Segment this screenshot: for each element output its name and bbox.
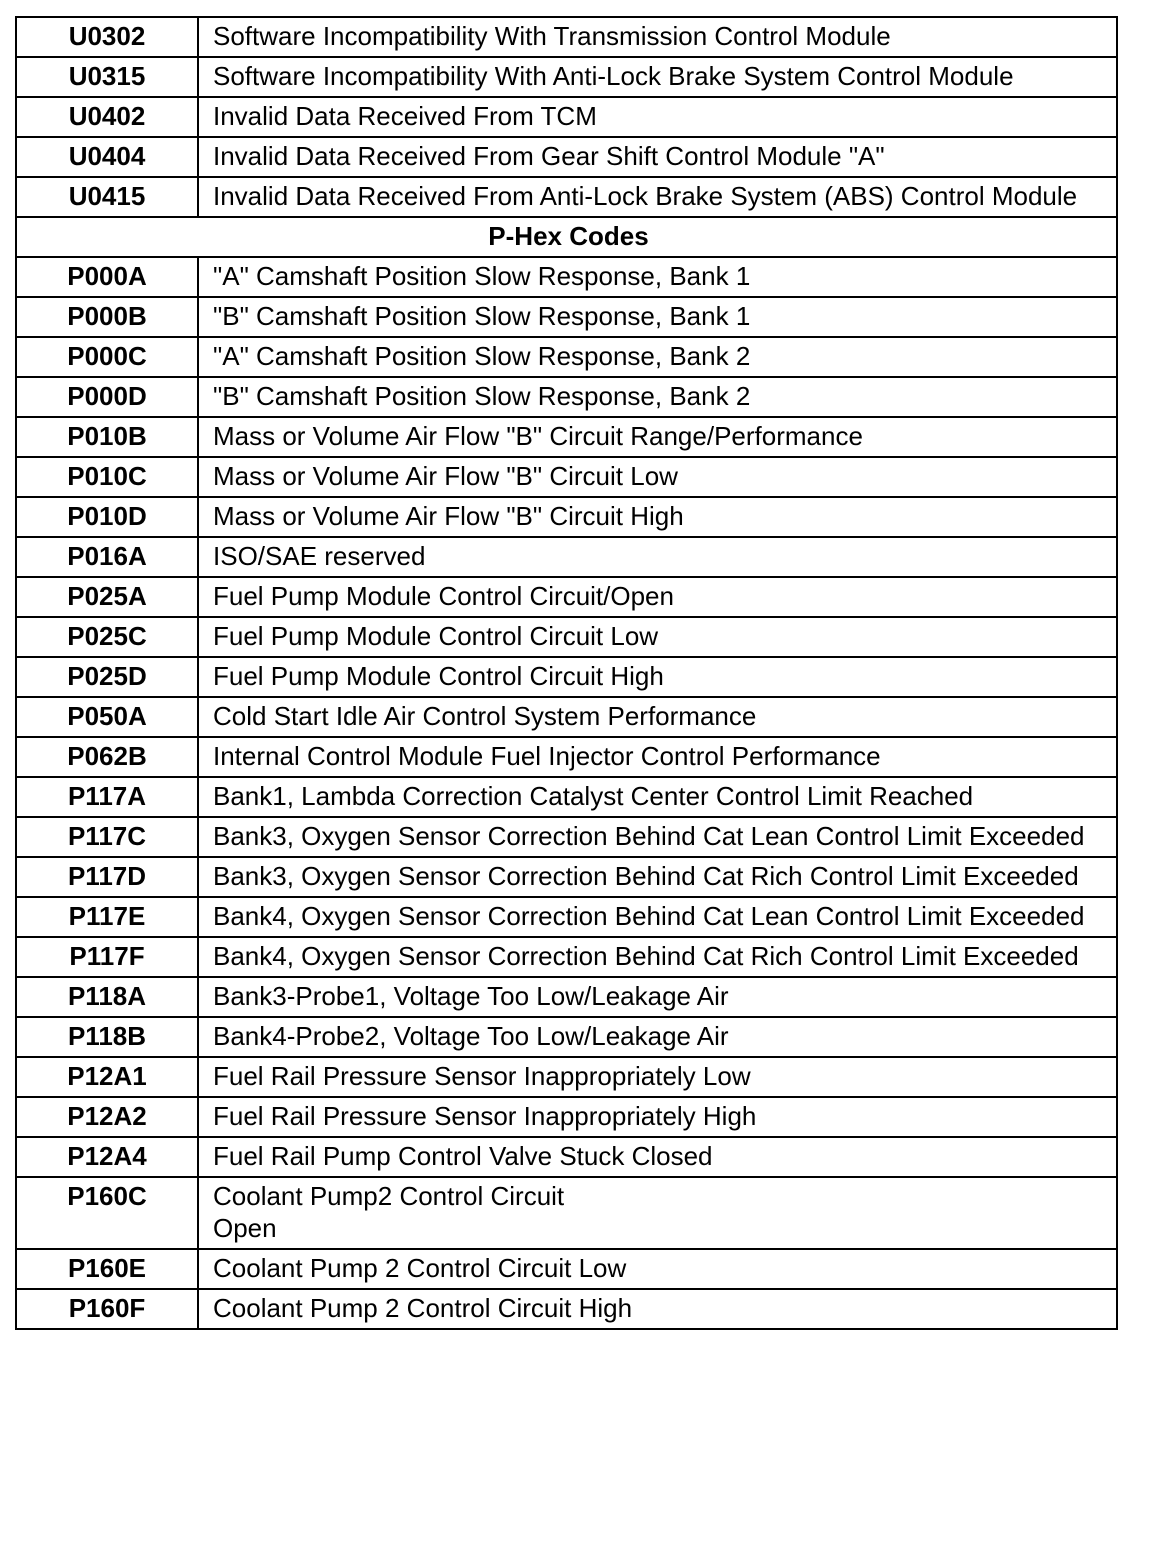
dtc-description: Fuel Pump Module Control Circuit High [197, 656, 1118, 698]
table-row: P118B Bank4-Probe2, Voltage Too Low/Leaka… [15, 1016, 1118, 1058]
dtc-code: P160F [15, 1288, 199, 1330]
dtc-description: Invalid Data Received From TCM [197, 96, 1118, 138]
table-row: P062B Internal Control Module Fuel Inject… [15, 736, 1118, 778]
table-row: P12A4 Fuel Rail Pump Control Valve Stuck … [15, 1136, 1118, 1178]
dtc-description: Bank1, Lambda Correction Catalyst Center… [197, 776, 1118, 818]
table-row: P025C Fuel Pump Module Control Circuit Lo… [15, 616, 1118, 658]
table-row: P12A2 Fuel Rail Pressure Sensor Inappropr… [15, 1096, 1118, 1138]
dtc-code: P12A4 [15, 1136, 199, 1178]
table-row: U0315 Software Incompatibility With Anti-… [15, 56, 1118, 98]
dtc-code: P160C [15, 1176, 199, 1250]
table-row: U0402 Invalid Data Received From TCM [15, 96, 1118, 138]
dtc-code: P117A [15, 776, 199, 818]
dtc-code: P12A2 [15, 1096, 199, 1138]
table-row: P160C Coolant Pump2 Control Circuit Open [15, 1176, 1118, 1250]
dtc-description: Bank4, Oxygen Sensor Correction Behind C… [197, 896, 1118, 938]
dtc-code: P118B [15, 1016, 199, 1058]
dtc-description: Mass or Volume Air Flow "B" Circuit Low [197, 456, 1118, 498]
table-row: P160F Coolant Pump 2 Control Circuit High [15, 1288, 1118, 1330]
dtc-description: Bank4-Probe2, Voltage Too Low/Leakage Ai… [197, 1016, 1118, 1058]
dtc-description: Coolant Pump 2 Control Circuit Low [197, 1248, 1118, 1290]
dtc-code: P050A [15, 696, 199, 738]
dtc-code: P160E [15, 1248, 199, 1290]
dtc-code: P000C [15, 336, 199, 378]
table-row: P000D "B" Camshaft Position Slow Response… [15, 376, 1118, 418]
table-row: U0302 Software Incompatibility With Trans… [15, 16, 1118, 58]
dtc-description: "A" Camshaft Position Slow Response, Ban… [197, 256, 1118, 298]
dtc-description: Fuel Rail Pressure Sensor Inappropriatel… [197, 1096, 1118, 1138]
dtc-description: Fuel Rail Pressure Sensor Inappropriatel… [197, 1056, 1118, 1098]
section-header-row: P-Hex Codes [15, 216, 1118, 258]
dtc-description: "B" Camshaft Position Slow Response, Ban… [197, 376, 1118, 418]
dtc-code: P025A [15, 576, 199, 618]
dtc-description: Invalid Data Received From Gear Shift Co… [197, 136, 1118, 178]
dtc-description: Mass or Volume Air Flow "B" Circuit High [197, 496, 1118, 538]
dtc-description: Bank3, Oxygen Sensor Correction Behind C… [197, 856, 1118, 898]
table-row: P117D Bank3, Oxygen Sensor Correction Beh… [15, 856, 1118, 898]
dtc-code: U0302 [15, 16, 199, 58]
dtc-description: Fuel Pump Module Control Circuit Low [197, 616, 1118, 658]
dtc-code: P010D [15, 496, 199, 538]
table-row: P117C Bank3, Oxygen Sensor Correction Beh… [15, 816, 1118, 858]
dtc-code: P117F [15, 936, 199, 978]
dtc-description: Coolant Pump2 Control Circuit Open [197, 1176, 1118, 1250]
table-row: P050A Cold Start Idle Air Control System … [15, 696, 1118, 738]
table-row: P025D Fuel Pump Module Control Circuit Hi… [15, 656, 1118, 698]
table-body: U0302 Software Incompatibility With Trans… [15, 16, 1118, 1330]
table-row: P12A1 Fuel Rail Pressure Sensor Inappropr… [15, 1056, 1118, 1098]
table-row: P117E Bank4, Oxygen Sensor Correction Beh… [15, 896, 1118, 938]
dtc-description: Fuel Rail Pump Control Valve Stuck Close… [197, 1136, 1118, 1178]
table-row: P000A "A" Camshaft Position Slow Response… [15, 256, 1118, 298]
dtc-code: P016A [15, 536, 199, 578]
table-row: P010C Mass or Volume Air Flow "B" Circuit… [15, 456, 1118, 498]
dtc-description: Software Incompatibility With Transmissi… [197, 16, 1118, 58]
dtc-code: P117D [15, 856, 199, 898]
table-row: P117A Bank1, Lambda Correction Catalyst C… [15, 776, 1118, 818]
dtc-code: P12A1 [15, 1056, 199, 1098]
dtc-description: Bank4, Oxygen Sensor Correction Behind C… [197, 936, 1118, 978]
dtc-description: Cold Start Idle Air Control System Perfo… [197, 696, 1118, 738]
dtc-code: U0404 [15, 136, 199, 178]
table-row: U0415 Invalid Data Received From Anti-Loc… [15, 176, 1118, 218]
dtc-code: P025C [15, 616, 199, 658]
table-row: P010B Mass or Volume Air Flow "B" Circuit… [15, 416, 1118, 458]
dtc-code: P117E [15, 896, 199, 938]
dtc-description: Mass or Volume Air Flow "B" Circuit Rang… [197, 416, 1118, 458]
dtc-code: P118A [15, 976, 199, 1018]
dtc-code: P010C [15, 456, 199, 498]
dtc-description: Fuel Pump Module Control Circuit/Open [197, 576, 1118, 618]
table-row: P000C "A" Camshaft Position Slow Response… [15, 336, 1118, 378]
table-row: P160E Coolant Pump 2 Control Circuit Low [15, 1248, 1118, 1290]
dtc-description: ISO/SAE reserved [197, 536, 1118, 578]
dtc-description: Bank3, Oxygen Sensor Correction Behind C… [197, 816, 1118, 858]
table-row: U0404 Invalid Data Received From Gear Shi… [15, 136, 1118, 178]
table-row: P025A Fuel Pump Module Control Circuit/Op… [15, 576, 1118, 618]
dtc-description: Internal Control Module Fuel Injector Co… [197, 736, 1118, 778]
dtc-code: P117C [15, 816, 199, 858]
table-row: P118A Bank3-Probe1, Voltage Too Low/Leaka… [15, 976, 1118, 1018]
dtc-code: P000A [15, 256, 199, 298]
dtc-code: U0315 [15, 56, 199, 98]
dtc-description: Coolant Pump 2 Control Circuit High [197, 1288, 1118, 1330]
dtc-description: Software Incompatibility With Anti-Lock … [197, 56, 1118, 98]
dtc-code: U0415 [15, 176, 199, 218]
dtc-code: P062B [15, 736, 199, 778]
dtc-description: Invalid Data Received From Anti-Lock Bra… [197, 176, 1118, 218]
dtc-code: P010B [15, 416, 199, 458]
dtc-code: P000B [15, 296, 199, 338]
dtc-code: P000D [15, 376, 199, 418]
table-row: P000B "B" Camshaft Position Slow Response… [15, 296, 1118, 338]
dtc-code: U0402 [15, 96, 199, 138]
dtc-code: P025D [15, 656, 199, 698]
dtc-description: Bank3-Probe1, Voltage Too Low/Leakage Ai… [197, 976, 1118, 1018]
table-row: P117F Bank4, Oxygen Sensor Correction Beh… [15, 936, 1118, 978]
dtc-code-table: U0302 Software Incompatibility With Trans… [15, 16, 1118, 1330]
table-row: P016A ISO/SAE reserved [15, 536, 1118, 578]
table-row: P010D Mass or Volume Air Flow "B" Circuit… [15, 496, 1118, 538]
dtc-description: "B" Camshaft Position Slow Response, Ban… [197, 296, 1118, 338]
dtc-description: "A" Camshaft Position Slow Response, Ban… [197, 336, 1118, 378]
section-title: P-Hex Codes [15, 216, 1118, 258]
